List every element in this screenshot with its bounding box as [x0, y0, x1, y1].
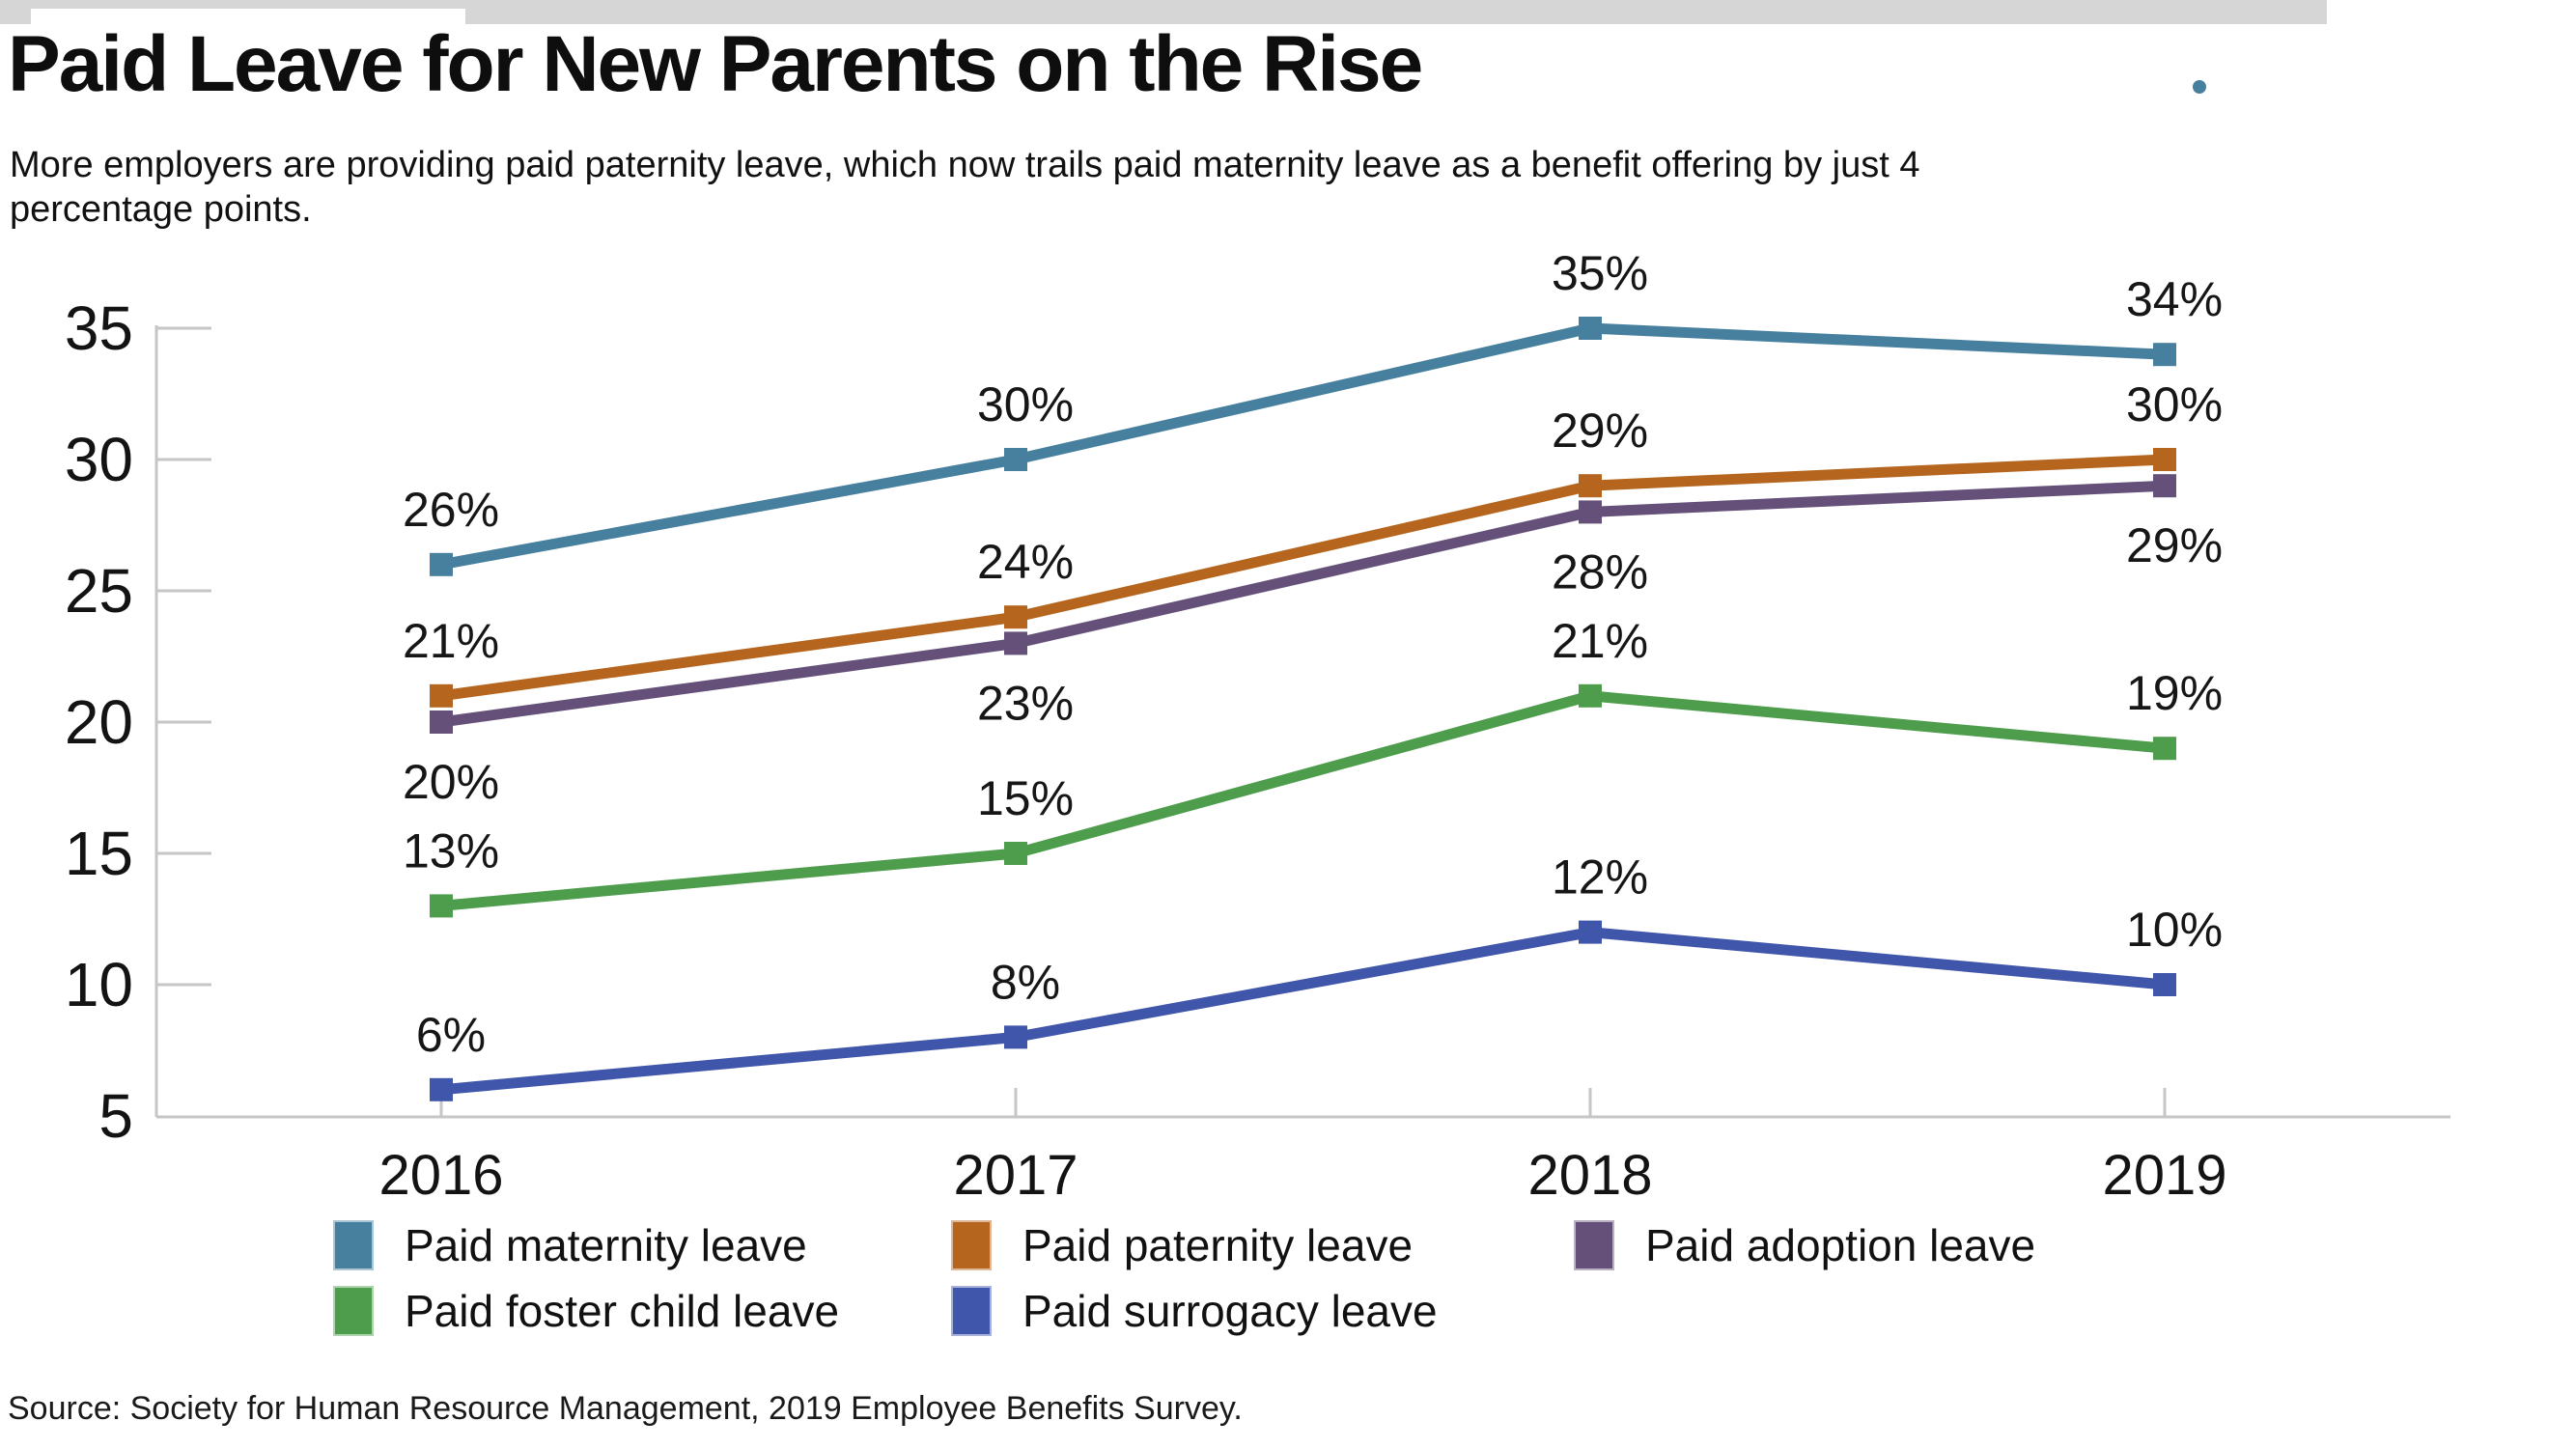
series-paid-foster-child-leave: 13% 15% 21% 19%: [403, 614, 2223, 918]
window-chrome-notch: [31, 9, 465, 24]
data-label: 8%: [991, 955, 1060, 1009]
data-label: 35%: [1552, 246, 1648, 300]
data-label: 15%: [977, 771, 1074, 825]
svg-text:20: 20: [65, 687, 133, 757]
data-label: 30%: [977, 377, 1074, 432]
data-point-marker: [1004, 631, 1027, 655]
page-title: Paid Leave for New Parents on the Rise: [8, 20, 1423, 108]
svg-text:30: 30: [65, 425, 133, 494]
data-label: 20%: [403, 755, 499, 809]
data-label: 23%: [977, 676, 1074, 730]
x-axis-labels: 2016 2017 2018 2019: [378, 1144, 2226, 1207]
data-label: 13%: [403, 823, 499, 878]
page-subtitle: More employers are providing paid patern…: [10, 143, 2568, 232]
svg-text:2016: 2016: [378, 1144, 503, 1207]
accent-dot: [2193, 80, 2206, 94]
data-label: 28%: [1552, 544, 1648, 599]
page-subtitle-line-1: More employers are providing paid patern…: [10, 145, 1920, 185]
data-point-marker: [2153, 448, 2176, 471]
data-point-marker: [430, 711, 453, 734]
data-label: 21%: [403, 614, 499, 668]
series-paid-surrogacy-leave: 6% 8% 12% 10%: [416, 850, 2223, 1101]
legend-label: Paid foster child leave: [405, 1286, 840, 1336]
data-point-marker: [1004, 1025, 1027, 1049]
svg-text:35: 35: [65, 293, 133, 363]
data-point-marker: [1004, 448, 1027, 471]
data-point-marker: [1579, 500, 1602, 524]
data-point-marker: [1579, 920, 1602, 944]
svg-text:15: 15: [65, 819, 133, 888]
data-label: 29%: [2126, 518, 2223, 572]
series-line: [440, 480, 2166, 728]
data-point-marker: [1579, 474, 1602, 498]
window-chrome-artifact: [0, 0, 2327, 24]
data-point-marker: [2153, 737, 2176, 761]
series-paid-adoption-leave: 20% 23% 28% 29%: [403, 474, 2223, 809]
data-label: 26%: [403, 483, 499, 537]
svg-text:2018: 2018: [1527, 1144, 1652, 1207]
axes: [154, 325, 2450, 1119]
legend-item-paid-adoption-leave: Paid adoption leave: [1574, 1218, 2035, 1272]
data-point-marker: [430, 894, 453, 918]
legend-item-paid-foster-child-leave: Paid foster child leave: [333, 1284, 839, 1338]
series-line: [440, 322, 2166, 571]
legend-label: Paid maternity leave: [405, 1220, 807, 1270]
legend-swatch-icon: [333, 1220, 374, 1270]
legend-swatch-icon: [1574, 1220, 1614, 1270]
legend-label: Paid paternity leave: [1022, 1220, 1414, 1270]
source-note: Source: Society for Human Resource Manag…: [8, 1390, 1243, 1427]
legend-label: Paid surrogacy leave: [1022, 1286, 1438, 1336]
svg-text:5: 5: [98, 1081, 133, 1151]
series-paid-maternity-leave: 26% 30% 35% 34%: [403, 246, 2223, 576]
legend-swatch-icon: [951, 1220, 992, 1270]
data-point-marker: [1579, 317, 1602, 340]
legend-label: Paid adoption leave: [1645, 1220, 2036, 1270]
legend-swatch-icon: [333, 1286, 374, 1336]
y-axis-labels: 5 10 15 20 25 30 35: [65, 293, 133, 1151]
legend-swatch-icon: [951, 1286, 992, 1336]
svg-text:25: 25: [65, 556, 133, 626]
svg-text:2017: 2017: [953, 1144, 1078, 1207]
series-line: [440, 454, 2166, 702]
data-label: 12%: [1552, 850, 1648, 905]
data-point-marker: [430, 683, 453, 708]
page-subtitle-line-2: percentage points.: [10, 189, 312, 230]
data-point-marker: [2153, 973, 2176, 996]
series-paid-paternity-leave: 21% 24% 29% 30%: [403, 377, 2223, 708]
data-point-marker: [1004, 605, 1027, 629]
series-line: [440, 690, 2166, 911]
data-point-marker: [2153, 474, 2176, 498]
legend-item-paid-surrogacy-leave: Paid surrogacy leave: [951, 1284, 1438, 1338]
svg-text:10: 10: [65, 950, 133, 1019]
legend-item-paid-paternity-leave: Paid paternity leave: [951, 1218, 1413, 1272]
data-point-marker: [430, 552, 453, 576]
data-label: 19%: [2126, 666, 2223, 720]
data-label: 6%: [416, 1008, 486, 1062]
data-label: 34%: [2126, 272, 2223, 326]
svg-text:2019: 2019: [2102, 1144, 2226, 1207]
data-point-marker: [2153, 343, 2176, 367]
data-label: 24%: [977, 535, 1074, 589]
data-label: 30%: [2126, 377, 2223, 432]
data-point-marker: [1004, 842, 1027, 865]
data-point-marker: [430, 1077, 453, 1101]
data-label: 10%: [2126, 903, 2223, 957]
data-label: 21%: [1552, 614, 1648, 668]
data-label: 29%: [1552, 404, 1648, 458]
series-line: [440, 927, 2166, 1096]
legend-item-paid-maternity-leave: Paid maternity leave: [333, 1218, 807, 1272]
data-point-marker: [1579, 683, 1602, 708]
